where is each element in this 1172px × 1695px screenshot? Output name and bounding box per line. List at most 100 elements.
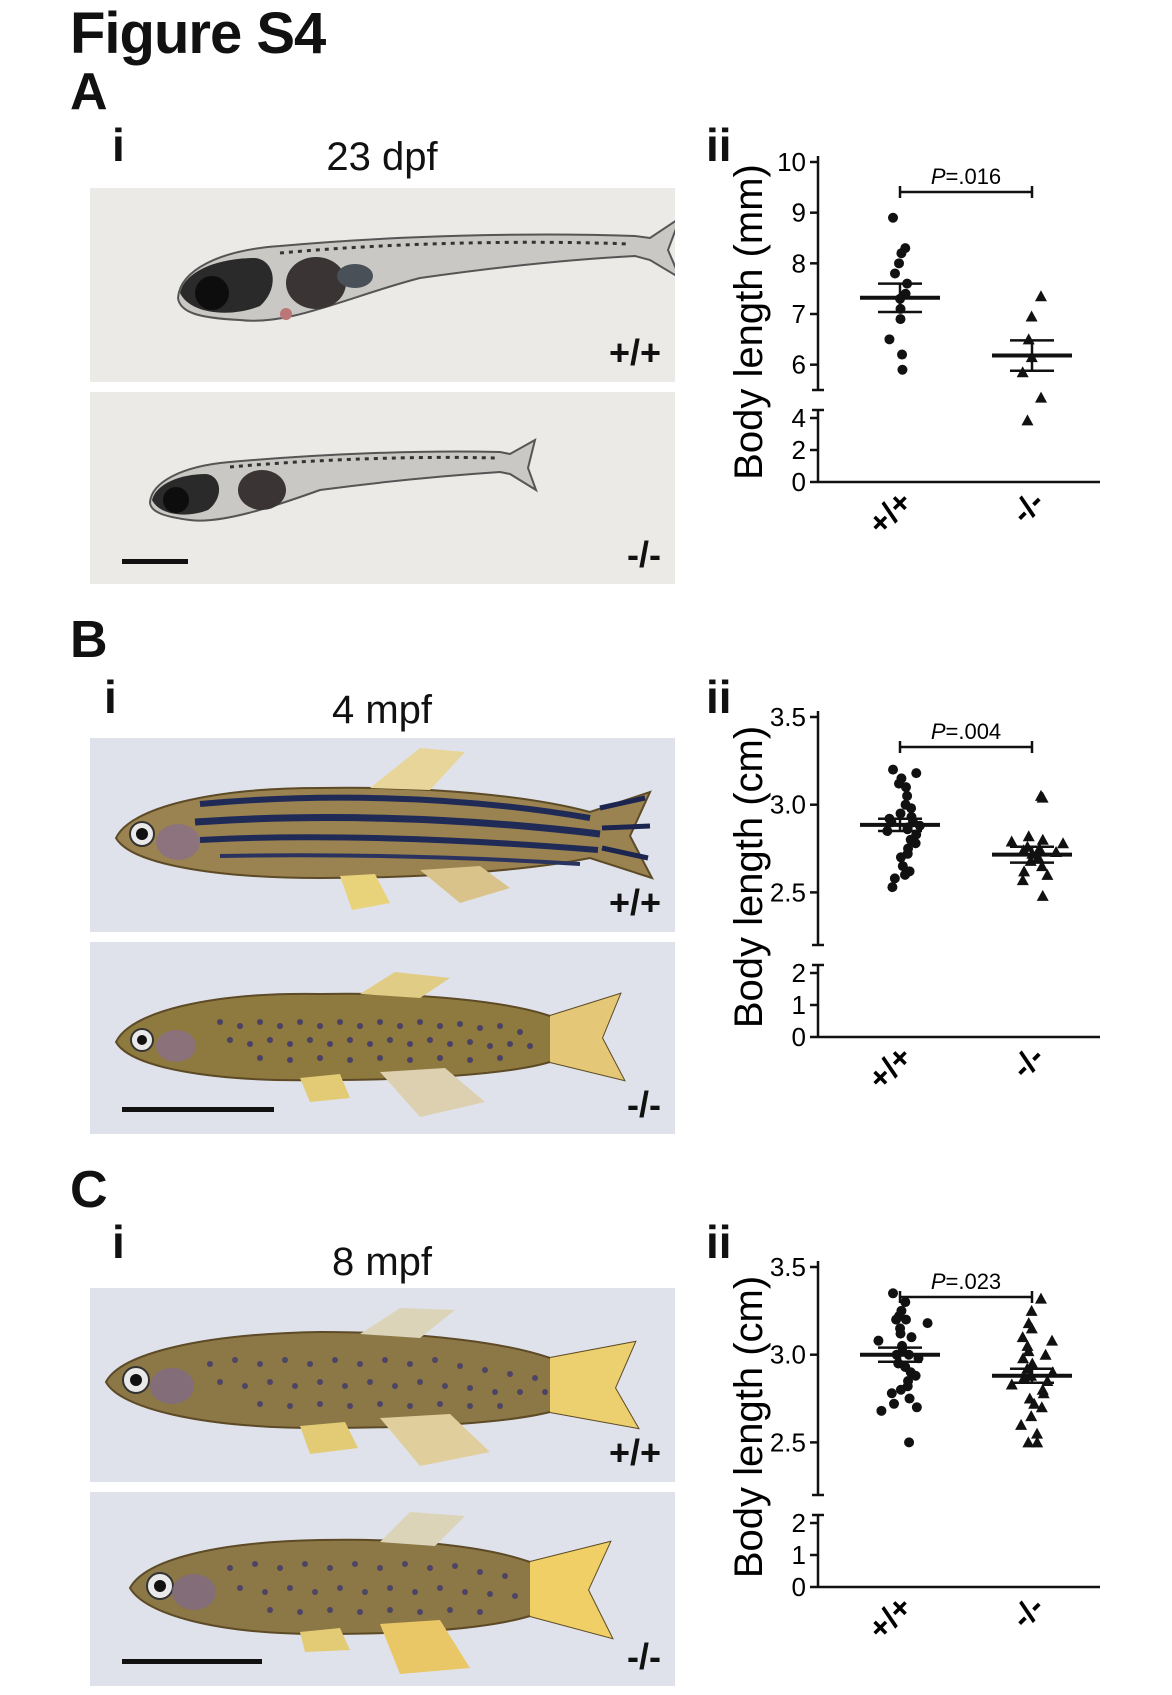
data-point	[1022, 1436, 1035, 1448]
data-point	[900, 1297, 911, 1308]
scale-bar	[122, 1107, 274, 1112]
data-point	[1021, 414, 1034, 426]
data-point	[1036, 833, 1049, 845]
scatter-chart-svg: Body length (cm)2.5 3.0 3.5 012 +/+ -/- P=.023	[727, 1252, 1100, 1647]
panel-a-label: A	[70, 63, 108, 121]
x-tick-label: +/+	[861, 483, 919, 541]
data-point	[895, 314, 906, 325]
data-point	[1026, 1357, 1039, 1369]
data-point	[1018, 865, 1031, 877]
y-tick-label: 3.5	[770, 702, 806, 732]
y-tick-label: 3.0	[770, 790, 806, 820]
p-value-label: P=.004	[931, 719, 1001, 744]
data-point	[1034, 290, 1047, 302]
data-point	[1021, 1339, 1034, 1351]
y-tick-label: 0	[792, 1572, 806, 1602]
data-point	[1035, 391, 1048, 403]
data-point	[888, 764, 899, 775]
photo-a-mutant: -/-	[90, 392, 675, 584]
data-point	[1016, 1331, 1029, 1343]
y-tick-label: 2	[792, 1508, 806, 1538]
data-point	[1037, 1387, 1050, 1399]
data-point	[906, 803, 917, 814]
photo-b-wildtype: +/+	[90, 738, 675, 932]
data-point	[1034, 1292, 1047, 1304]
data-point	[1017, 1352, 1030, 1364]
x-tick-label: +/+	[861, 1038, 919, 1096]
data-point	[910, 1370, 921, 1381]
data-point	[1031, 1436, 1044, 1448]
adult-spotted-fish-image	[104, 1308, 640, 1466]
data-point	[1057, 837, 1070, 849]
data-point	[900, 1314, 911, 1325]
data-point	[897, 364, 908, 375]
y-tick-label: 0	[792, 1022, 806, 1052]
data-point	[1017, 844, 1030, 856]
adult-striped-fish-image	[114, 748, 655, 910]
data-point	[873, 1335, 884, 1346]
p-value-label: P=.016	[931, 164, 1001, 189]
genotype-a-wildtype: +/+	[608, 332, 661, 373]
larva-fish-image	[148, 437, 538, 522]
y-tick-label: 9	[792, 198, 806, 228]
data-point	[904, 1437, 915, 1448]
y-tick-label: 10	[777, 147, 806, 177]
scale-bar	[122, 1659, 262, 1664]
data-point	[900, 869, 911, 880]
chart-c: Body length (cm) 2.5 3.0 3.5 0 1 2 +/+ -/- P=.023	[700, 1245, 1120, 1680]
data-point	[876, 1405, 887, 1416]
data-point	[1005, 1378, 1018, 1390]
panel-c-stage: 8 mpf	[331, 1240, 433, 1284]
data-point	[887, 882, 898, 893]
data-point	[1025, 1304, 1038, 1316]
photo-b-mutant: -/-	[90, 942, 675, 1134]
data-point	[1036, 889, 1049, 901]
data-point	[896, 248, 907, 259]
data-point	[900, 782, 911, 793]
data-point	[1025, 1410, 1038, 1422]
data-point	[884, 334, 895, 345]
genotype-c-wildtype: +/+	[608, 1432, 661, 1473]
data-point	[897, 861, 908, 872]
data-point	[891, 1314, 902, 1325]
data-point	[910, 838, 921, 849]
panel-c-sub-ii: ii	[706, 1216, 732, 1268]
data-point	[889, 873, 900, 884]
data-point	[897, 349, 908, 360]
photo-c-wildtype: +/+	[90, 1288, 675, 1482]
x-tick-label: -/-	[1004, 483, 1051, 530]
adult-spotted-fish-image	[114, 972, 626, 1117]
data-point	[911, 1402, 922, 1413]
panel-c-sub-i: i	[112, 1216, 125, 1268]
data-point	[895, 852, 906, 863]
data-point	[889, 1398, 900, 1409]
data-point	[911, 768, 922, 779]
larva-fish-image	[176, 220, 675, 322]
y-tick-label: 8	[792, 248, 806, 278]
data-point	[888, 1288, 899, 1299]
data-point	[1035, 1401, 1048, 1413]
y-tick-label: 2	[792, 958, 806, 988]
data-point	[1016, 874, 1029, 886]
data-point	[1031, 1427, 1044, 1439]
panel-a-stage: 23 dpf	[326, 135, 438, 179]
panel-a-sub-i: i	[112, 119, 125, 171]
y-tick-label: 2.5	[770, 877, 806, 907]
genotype-c-mutant: -/-	[627, 1636, 661, 1677]
panel-c-label: C	[70, 1161, 108, 1219]
scale-bar	[122, 559, 188, 564]
data-point	[1036, 791, 1049, 803]
y-tick-label: 6	[792, 350, 806, 380]
data-point	[888, 212, 899, 223]
data-point	[895, 808, 906, 819]
y-axis-label: Body length (cm)	[727, 726, 771, 1028]
genotype-b-wildtype: +/+	[608, 882, 661, 923]
adult-spotted-fish-image	[128, 1512, 614, 1674]
data-point	[902, 790, 913, 801]
y-tick-label: 3.5	[770, 1252, 806, 1282]
data-point	[895, 1384, 906, 1395]
p-value-label: P=.023	[931, 1269, 1001, 1294]
y-tick-label: 2	[792, 435, 806, 465]
panel-b-sub-i: i	[104, 671, 117, 723]
x-tick-label: +/+	[861, 1588, 919, 1646]
